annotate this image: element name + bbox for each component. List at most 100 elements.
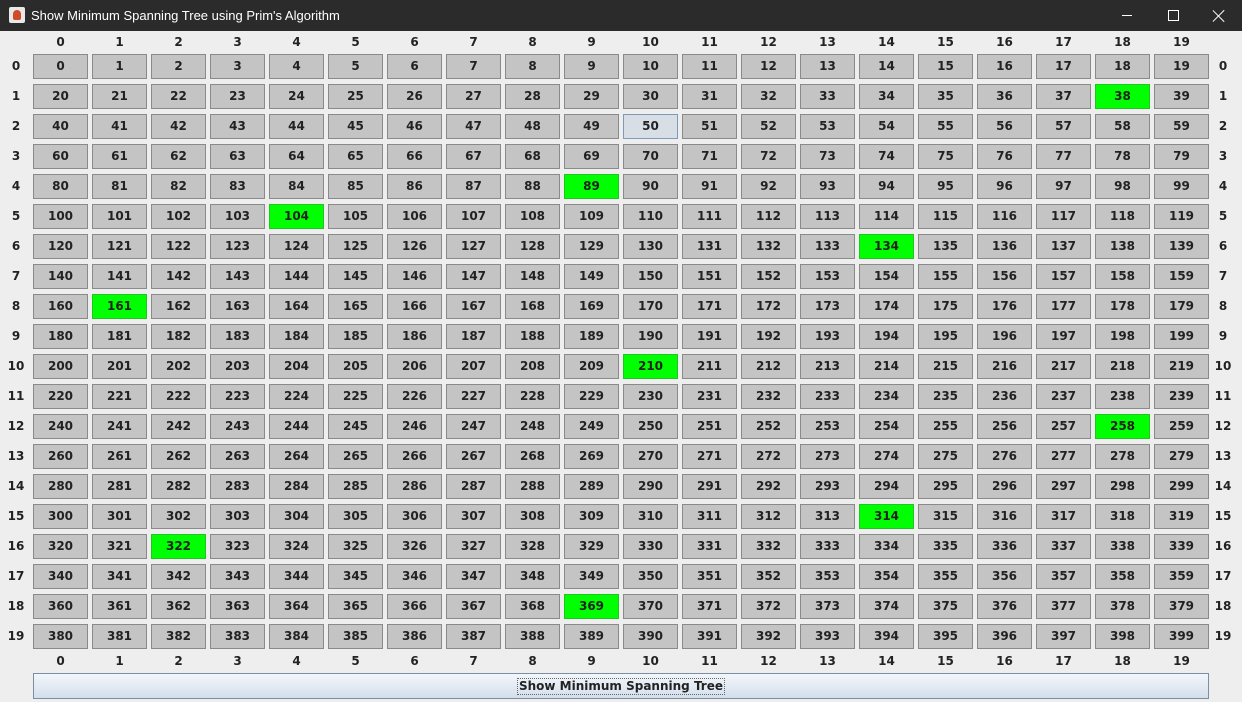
vertex-cell[interactable]: 339	[1154, 534, 1209, 559]
vertex-cell[interactable]: 262	[151, 444, 206, 469]
vertex-cell[interactable]: 174	[859, 294, 914, 319]
vertex-cell[interactable]: 311	[682, 504, 737, 529]
vertex-cell[interactable]: 273	[800, 444, 855, 469]
vertex-cell[interactable]: 300	[33, 504, 88, 529]
vertex-cell[interactable]: 132	[741, 234, 796, 259]
vertex-cell[interactable]: 3	[210, 54, 265, 79]
vertex-cell[interactable]: 114	[859, 204, 914, 229]
vertex-cell[interactable]: 5	[328, 54, 383, 79]
vertex-cell[interactable]: 99	[1154, 174, 1209, 199]
vertex-cell[interactable]: 393	[800, 624, 855, 649]
vertex-cell[interactable]: 25	[328, 84, 383, 109]
vertex-cell[interactable]: 91	[682, 174, 737, 199]
vertex-cell[interactable]: 41	[92, 114, 147, 139]
vertex-cell[interactable]: 254	[859, 414, 914, 439]
vertex-cell[interactable]: 341	[92, 564, 147, 589]
vertex-cell[interactable]: 51	[682, 114, 737, 139]
vertex-cell[interactable]: 158	[1095, 264, 1150, 289]
vertex-cell[interactable]: 255	[918, 414, 973, 439]
vertex-cell[interactable]: 52	[741, 114, 796, 139]
vertex-cell[interactable]: 129	[564, 234, 619, 259]
vertex-cell[interactable]: 216	[977, 354, 1032, 379]
vertex-cell[interactable]: 290	[623, 474, 678, 499]
vertex-cell[interactable]: 21	[92, 84, 147, 109]
vertex-cell[interactable]: 360	[33, 594, 88, 619]
vertex-cell[interactable]: 140	[33, 264, 88, 289]
vertex-cell[interactable]: 209	[564, 354, 619, 379]
vertex-cell[interactable]: 71	[682, 144, 737, 169]
vertex-cell[interactable]: 230	[623, 384, 678, 409]
vertex-cell[interactable]: 281	[92, 474, 147, 499]
close-button[interactable]	[1196, 0, 1242, 31]
vertex-cell[interactable]: 107	[446, 204, 501, 229]
vertex-cell[interactable]: 42	[151, 114, 206, 139]
vertex-cell[interactable]: 100	[33, 204, 88, 229]
vertex-cell[interactable]: 264	[269, 444, 324, 469]
vertex-cell[interactable]: 398	[1095, 624, 1150, 649]
vertex-cell[interactable]: 32	[741, 84, 796, 109]
vertex-cell[interactable]: 275	[918, 444, 973, 469]
vertex-cell[interactable]: 278	[1095, 444, 1150, 469]
vertex-cell[interactable]: 219	[1154, 354, 1209, 379]
vertex-cell[interactable]: 323	[210, 534, 265, 559]
vertex-cell[interactable]: 332	[741, 534, 796, 559]
vertex-cell[interactable]: 134	[859, 234, 914, 259]
vertex-cell[interactable]: 33	[800, 84, 855, 109]
vertex-cell[interactable]: 73	[800, 144, 855, 169]
vertex-cell[interactable]: 386	[387, 624, 442, 649]
vertex-cell[interactable]: 147	[446, 264, 501, 289]
vertex-cell[interactable]: 121	[92, 234, 147, 259]
vertex-cell[interactable]: 399	[1154, 624, 1209, 649]
vertex-cell[interactable]: 343	[210, 564, 265, 589]
vertex-cell[interactable]: 259	[1154, 414, 1209, 439]
vertex-cell[interactable]: 338	[1095, 534, 1150, 559]
vertex-cell[interactable]: 263	[210, 444, 265, 469]
vertex-cell[interactable]: 181	[92, 324, 147, 349]
vertex-cell[interactable]: 245	[328, 414, 383, 439]
vertex-cell[interactable]: 223	[210, 384, 265, 409]
vertex-cell[interactable]: 75	[918, 144, 973, 169]
vertex-cell[interactable]: 141	[92, 264, 147, 289]
vertex-cell[interactable]: 148	[505, 264, 560, 289]
vertex-cell[interactable]: 204	[269, 354, 324, 379]
vertex-cell[interactable]: 164	[269, 294, 324, 319]
vertex-cell[interactable]: 162	[151, 294, 206, 319]
vertex-cell[interactable]: 155	[918, 264, 973, 289]
vertex-cell[interactable]: 98	[1095, 174, 1150, 199]
vertex-cell[interactable]: 232	[741, 384, 796, 409]
vertex-cell[interactable]: 152	[741, 264, 796, 289]
vertex-cell[interactable]: 83	[210, 174, 265, 199]
vertex-cell[interactable]: 30	[623, 84, 678, 109]
vertex-cell[interactable]: 328	[505, 534, 560, 559]
vertex-cell[interactable]: 350	[623, 564, 678, 589]
vertex-cell[interactable]: 43	[210, 114, 265, 139]
vertex-cell[interactable]: 176	[977, 294, 1032, 319]
vertex-cell[interactable]: 28	[505, 84, 560, 109]
vertex-cell[interactable]: 169	[564, 294, 619, 319]
vertex-cell[interactable]: 234	[859, 384, 914, 409]
vertex-cell[interactable]: 185	[328, 324, 383, 349]
vertex-cell[interactable]: 120	[33, 234, 88, 259]
vertex-cell[interactable]: 375	[918, 594, 973, 619]
vertex-cell[interactable]: 380	[33, 624, 88, 649]
vertex-cell[interactable]: 374	[859, 594, 914, 619]
vertex-cell[interactable]: 313	[800, 504, 855, 529]
vertex-cell[interactable]: 89	[564, 174, 619, 199]
vertex-cell[interactable]: 64	[269, 144, 324, 169]
vertex-cell[interactable]: 139	[1154, 234, 1209, 259]
vertex-cell[interactable]: 205	[328, 354, 383, 379]
vertex-cell[interactable]: 211	[682, 354, 737, 379]
vertex-cell[interactable]: 78	[1095, 144, 1150, 169]
vertex-cell[interactable]: 213	[800, 354, 855, 379]
vertex-cell[interactable]: 284	[269, 474, 324, 499]
vertex-cell[interactable]: 82	[151, 174, 206, 199]
vertex-cell[interactable]: 271	[682, 444, 737, 469]
vertex-cell[interactable]: 135	[918, 234, 973, 259]
vertex-cell[interactable]: 309	[564, 504, 619, 529]
vertex-cell[interactable]: 76	[977, 144, 1032, 169]
vertex-cell[interactable]: 31	[682, 84, 737, 109]
vertex-cell[interactable]: 305	[328, 504, 383, 529]
vertex-cell[interactable]: 149	[564, 264, 619, 289]
vertex-cell[interactable]: 274	[859, 444, 914, 469]
maximize-button[interactable]	[1150, 0, 1196, 31]
